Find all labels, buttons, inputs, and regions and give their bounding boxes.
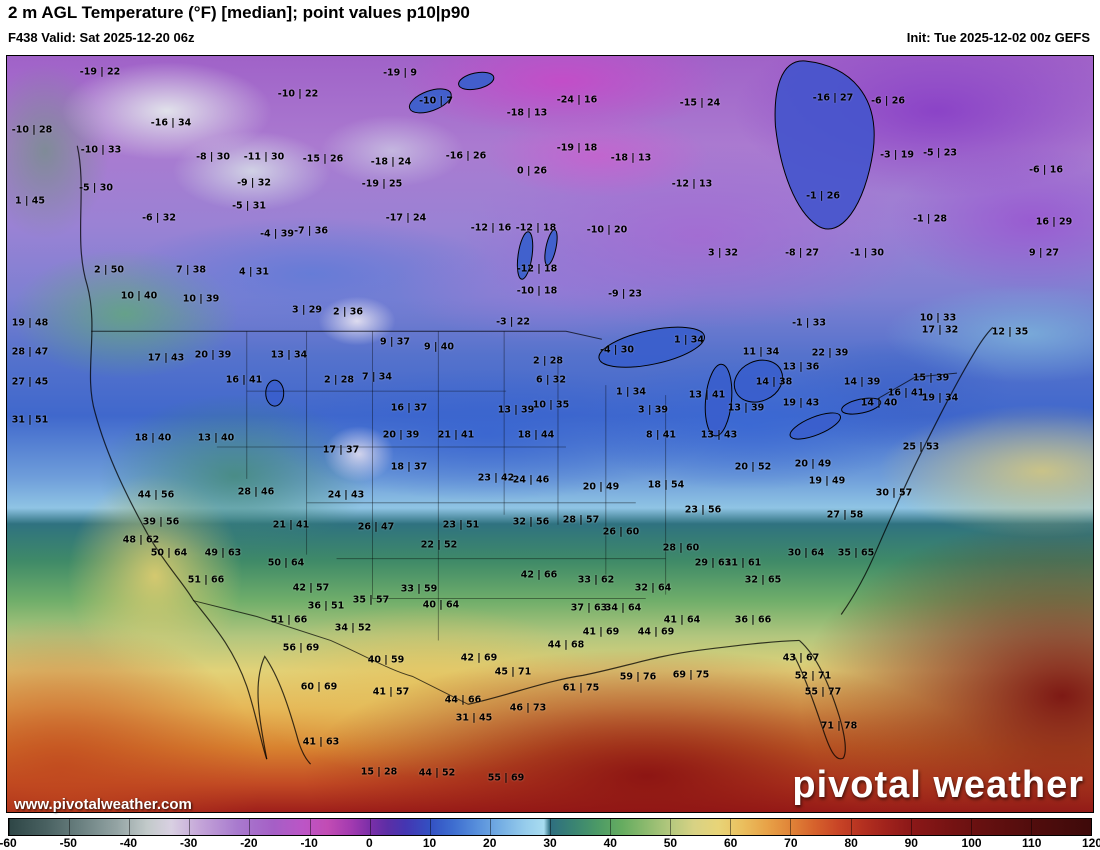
great-lakes <box>265 71 882 440</box>
colorbar-tick-value: 40 <box>603 836 617 850</box>
temperature-colorbar <box>8 818 1092 836</box>
colorbar-tick-value: 100 <box>961 836 982 850</box>
colorbar-tick <box>309 819 311 835</box>
colorbar-tick <box>189 819 191 835</box>
colorbar-tick <box>429 819 431 835</box>
colorbar-tick <box>730 819 732 835</box>
colorbar-tick <box>1091 819 1092 835</box>
colorbar-tick <box>970 819 972 835</box>
colorbar-tick-value: -30 <box>180 836 198 850</box>
colorbar-tick-value: 0 <box>365 836 373 850</box>
colorbar-tick-value: 60 <box>724 836 738 850</box>
colorbar-tick-value: 30 <box>543 836 557 850</box>
valid-time-label: F438 Valid: Sat 2025-12-20 06z <box>8 30 195 45</box>
colorbar-tick <box>249 819 251 835</box>
colorbar-tick <box>369 819 371 835</box>
colorbar-tick-labels: -60 -50 -40 -30 -20 -10 0 10 20 30 40 50 60 70 80 90 100… <box>0 836 1100 850</box>
hudson-bay-shape <box>774 60 875 230</box>
page-title: 2 m AGL Temperature (°F) [median]; point… <box>8 3 470 22</box>
colorbar-tick <box>610 819 612 835</box>
colorbar-tick-value: 10 <box>422 836 437 850</box>
coastlines <box>76 145 994 765</box>
colorbar-tick <box>1030 819 1032 835</box>
colorbar-tick-value: -40 <box>119 836 138 850</box>
colorbar-tick <box>850 819 852 835</box>
colorbar-tick-value: 80 <box>844 836 858 850</box>
colorbar-tick <box>670 819 672 835</box>
colorbar-tick-value: -20 <box>240 836 258 850</box>
colorbar-tick-value: -50 <box>59 836 77 850</box>
temperature-map-canvas[interactable] <box>6 55 1094 813</box>
colorbar-tick <box>790 819 792 835</box>
colorbar-tick-value: 50 <box>663 836 678 850</box>
colorbar-tick <box>550 819 551 835</box>
colorbar-tick-value: 20 <box>483 836 497 850</box>
init-time-label: Init: Tue 2025-12-02 00z GEFS <box>906 30 1090 45</box>
colorbar-tick <box>910 819 912 835</box>
colorbar-tick-value: 90 <box>904 836 918 850</box>
colorbar-tick-value: 70 <box>784 836 798 850</box>
colorbar-tick-value: -60 <box>0 836 17 850</box>
state-boundaries <box>216 331 667 641</box>
colorbar-tick-value: -10 <box>300 836 318 850</box>
national-borders <box>91 330 957 705</box>
watermark-brand: pivotal weather <box>792 764 1084 806</box>
colorbar-tick <box>9 819 10 835</box>
watermark-url: www.pivotalweather.com <box>14 796 192 813</box>
colorbar-tick <box>129 819 131 835</box>
colorbar-tick-value: 120 <box>1081 836 1100 850</box>
map-borders-overlay <box>76 60 994 765</box>
colorbar-tick-value: 110 <box>1022 836 1042 850</box>
colorbar-tick <box>489 819 491 835</box>
colorbar-tick <box>69 819 71 835</box>
